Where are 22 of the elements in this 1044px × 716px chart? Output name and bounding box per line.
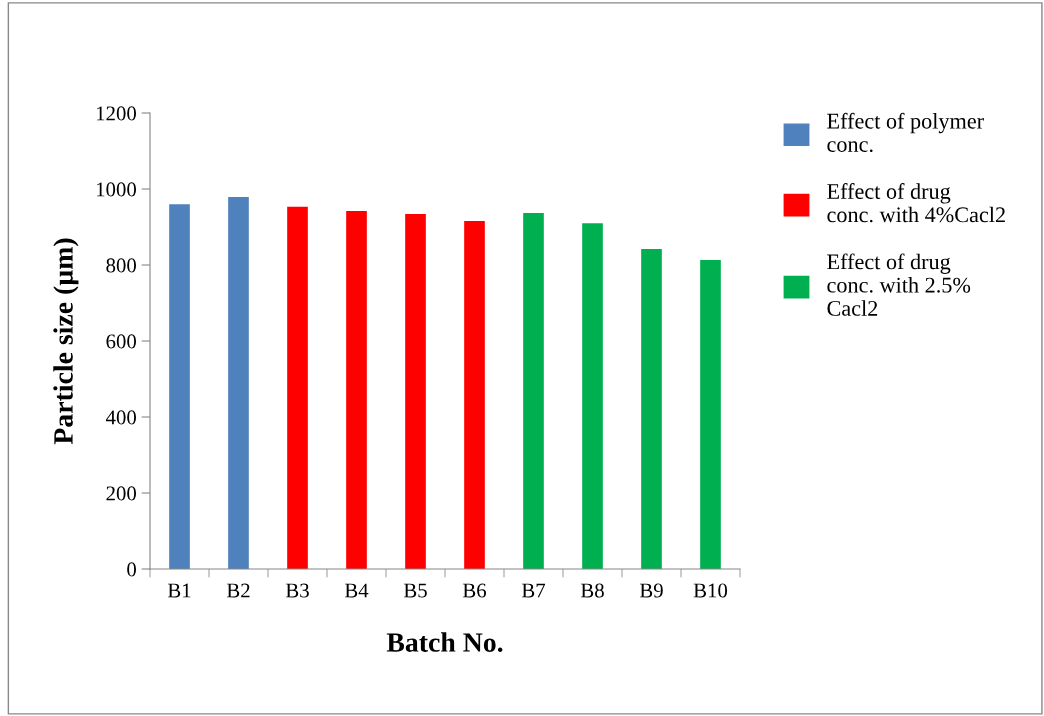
y-tick-label: 600 (106, 334, 137, 349)
x-axis-title: Batch No. (386, 632, 503, 653)
legend-label: Effect of drug conc. with 4%Cacl2 (827, 183, 1005, 223)
x-tick-label: B3 (285, 583, 309, 598)
x-tick-label: B5 (403, 583, 427, 598)
y-tick-label: 800 (106, 258, 137, 273)
x-tick-label: B4 (344, 583, 369, 598)
y-axis-title: Particle size (µm) (53, 238, 79, 445)
y-tick-label: 0 (127, 562, 137, 577)
x-tick-label: B8 (580, 583, 604, 598)
x-tick-label: B7 (521, 583, 546, 598)
legend-label: Effect of drug conc. with 2.5% Cacl2 (827, 253, 971, 316)
y-tick-label: 1000 (96, 182, 137, 197)
legend-label: Effect of polymer conc. (827, 112, 984, 153)
x-tick-label: B1 (167, 583, 191, 598)
x-tick-label: B10 (693, 583, 728, 598)
y-tick-label: 1200 (96, 106, 137, 121)
x-tick-label: B6 (462, 583, 487, 598)
x-tick-label: B9 (639, 583, 663, 598)
y-tick-label: 200 (106, 486, 137, 501)
x-tick-label: B2 (226, 583, 250, 598)
y-tick-label: 400 (105, 410, 137, 425)
